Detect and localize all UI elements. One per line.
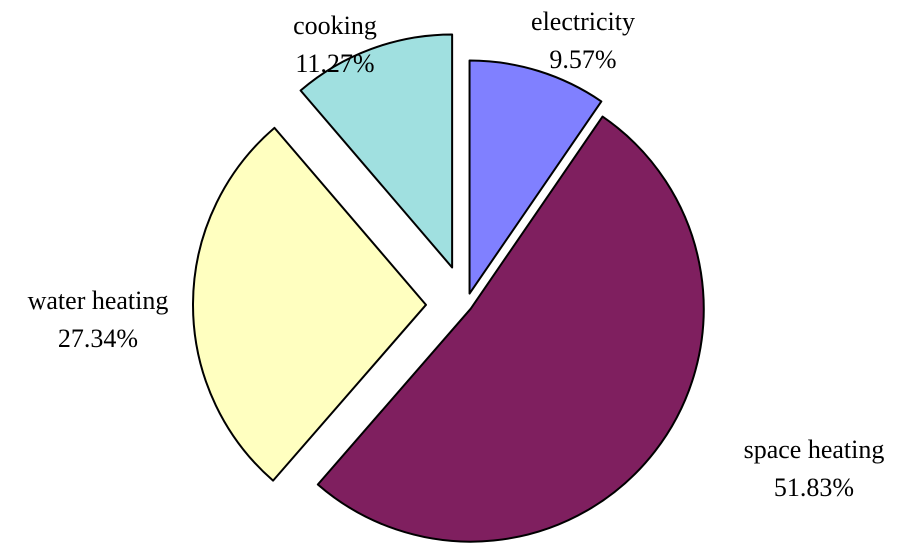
slice-electricity <box>468 59 603 295</box>
slice-value-electricity: 9.57% <box>549 45 616 74</box>
slice-label-cooking: cooking <box>293 11 377 40</box>
slice-value-water-heating: 27.34% <box>58 324 138 353</box>
pie-labels: electricity 9.57% space heating 51.83% water… <box>28 7 885 502</box>
slice-label-electricity: electricity <box>531 7 635 36</box>
slice-label-space-heating: space heating <box>744 435 885 464</box>
pie-slices <box>192 33 705 543</box>
slice-value-cooking: 11.27% <box>295 49 374 78</box>
slice-water-heating <box>192 126 427 482</box>
slice-value-space-heating: 51.83% <box>774 473 854 502</box>
slice-cooking <box>299 33 454 269</box>
slice-space-heating <box>316 115 705 543</box>
slice-label-water-heating: water heating <box>28 286 169 315</box>
